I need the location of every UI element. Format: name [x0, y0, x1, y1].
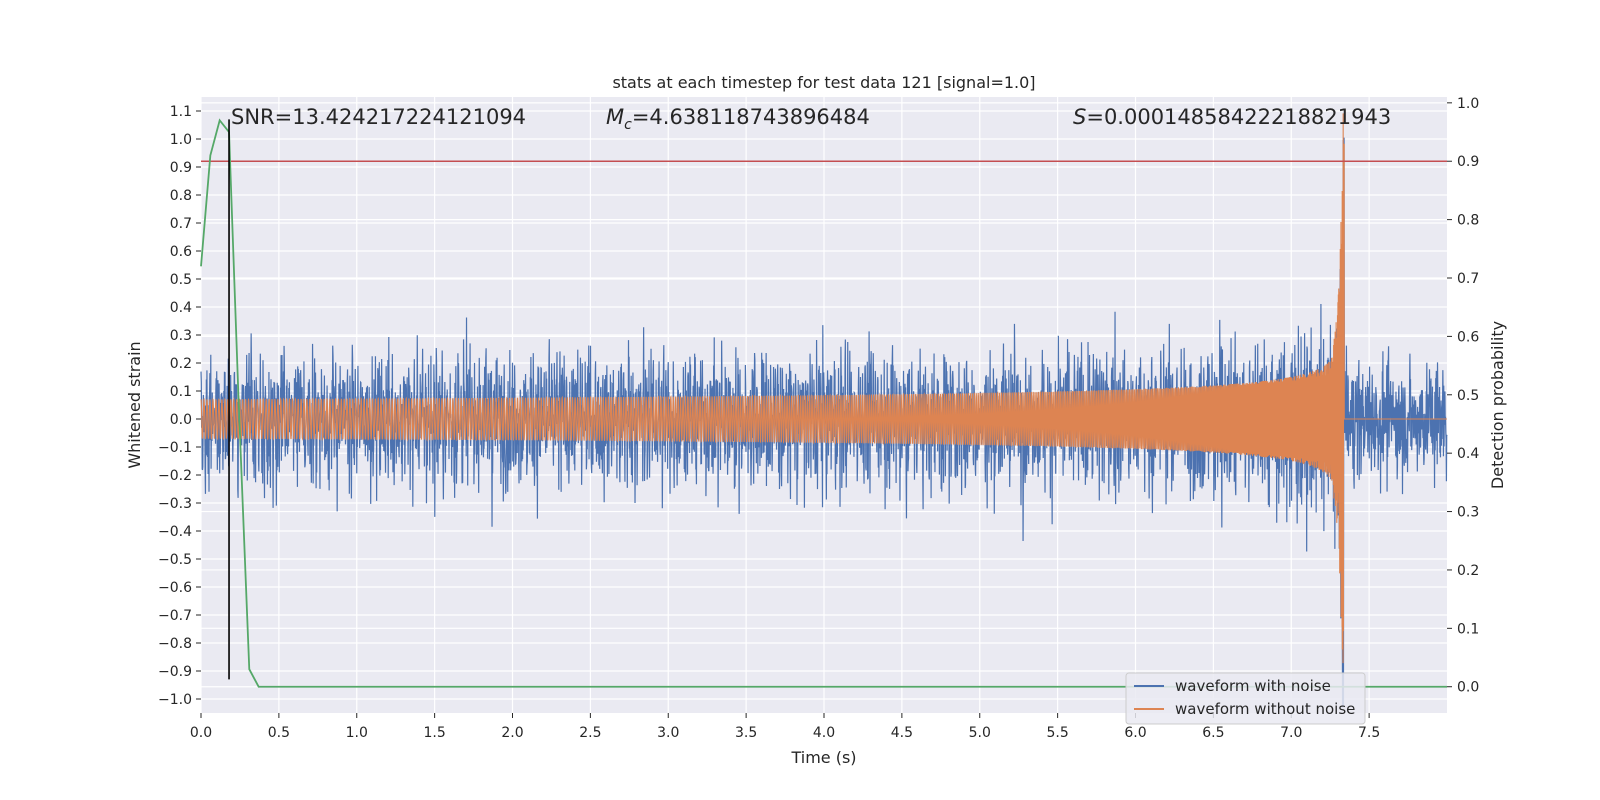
x-tick-label: 5.5: [1046, 725, 1068, 741]
y-axis-label: Whitened strain: [125, 341, 144, 468]
s-annotation: S=0.00014858422218821943: [1073, 105, 1391, 129]
y-tick-label: 0.5: [170, 272, 192, 288]
y-tick-label: −0.1: [158, 440, 192, 456]
y-tick-label: 0.7: [170, 216, 192, 232]
y2-axis-label: Detection probability: [1488, 321, 1507, 489]
x-tick-label: 4.0: [813, 725, 835, 741]
y-tick-label: −0.8: [158, 636, 192, 652]
y-tick-label: −0.6: [158, 580, 192, 596]
legend-label-clean: waveform without noise: [1175, 700, 1355, 718]
y-tick-label: −0.7: [158, 608, 192, 624]
y-tick-label: 0.9: [170, 160, 192, 176]
chirp-mass-symbol: M: [606, 105, 624, 129]
x-axis: 0.0 0.5 1.0 1.5 2.0 2.5 3.0 3.5 4.0 4.5 5.0 5.5 6.0 6…: [190, 713, 1380, 741]
x-tick-label: 2.5: [579, 725, 601, 741]
x-tick-label: 5.0: [969, 725, 991, 741]
y-tick-label: 1.1: [170, 104, 192, 120]
overlays: [200, 118, 1447, 688]
x-axis-label: Time (s): [790, 748, 856, 767]
y2-tick-label: 0.5: [1457, 388, 1479, 404]
y-tick-label: −0.4: [158, 524, 192, 540]
chart-title: stats at each timestep for test data 121…: [612, 73, 1035, 92]
y-tick-label: −1.0: [158, 692, 192, 708]
x-tick-label: 0.0: [190, 725, 212, 741]
series-waveform-without-noise: [200, 113, 1447, 664]
x-tick-label: 7.0: [1280, 725, 1302, 741]
clean-waveform-line: [200, 113, 1447, 664]
y2-tick-label: 0.3: [1457, 505, 1479, 521]
y-tick-label: 1.0: [170, 132, 192, 148]
x-tick-label: 1.5: [423, 725, 445, 741]
legend-box: [1125, 672, 1366, 725]
y2-tick-label: 0.6: [1457, 329, 1479, 345]
x-tick-label: 6.5: [1202, 725, 1224, 741]
s-value: =0.00014858422218821943: [1086, 105, 1391, 129]
y-axis-right: 1.0 0.9 0.8 0.7 0.6 0.5 0.4 0.3 0.2 0.1 0.0: [1447, 96, 1479, 696]
y-tick-label: 0.8: [170, 188, 192, 204]
y-tick-label: 0.3: [170, 328, 192, 344]
x-tick-label: 1.0: [346, 725, 368, 741]
x-tick-label: 2.0: [501, 725, 523, 741]
y2-tick-label: 0.0: [1457, 680, 1479, 696]
y-tick-label: −0.9: [158, 664, 192, 680]
snr-annotation: SNR=13.424217224121094: [231, 105, 526, 129]
s-symbol: S: [1073, 105, 1086, 129]
y2-tick-label: 0.2: [1457, 563, 1479, 579]
chirp-mass-subscript: c: [624, 117, 632, 133]
y2-tick-label: 1.0: [1457, 96, 1479, 112]
y-tick-label: 0.2: [170, 356, 192, 372]
y2-tick-label: 0.4: [1457, 446, 1479, 462]
y2-tick-label: 0.9: [1457, 154, 1479, 170]
y-tick-label: −0.3: [158, 496, 192, 512]
x-tick-label: 6.0: [1124, 725, 1146, 741]
x-tick-label: 3.5: [735, 725, 757, 741]
chirp-mass-annotation: Mc=4.638118743896484: [606, 105, 870, 133]
y-tick-label: 0.0: [170, 412, 192, 428]
legend-label-noise: waveform with noise: [1175, 677, 1331, 695]
x-tick-label: 4.5: [891, 725, 913, 741]
y-tick-label: −0.5: [158, 552, 192, 568]
legend: waveform with noise waveform without noi…: [1125, 672, 1366, 725]
y2-tick-label: 0.8: [1457, 213, 1479, 229]
chirp-mass-value: =4.638118743896484: [632, 105, 870, 129]
y-tick-label: −0.2: [158, 468, 192, 484]
x-tick-label: 3.0: [657, 725, 679, 741]
y-tick-label: 0.6: [170, 244, 192, 260]
y2-tick-label: 0.1: [1457, 621, 1479, 637]
y2-tick-label: 0.7: [1457, 271, 1479, 287]
x-tick-label: 7.5: [1358, 725, 1380, 741]
y-tick-label: 0.4: [170, 300, 192, 316]
y-tick-label: 0.1: [170, 384, 192, 400]
x-tick-label: 0.5: [268, 725, 290, 741]
y-axis-left: 1.1 1.0 0.9 0.8 0.7 0.6 0.5 0.4 0.3 0.2 0.1 0.0 −0.1…: [158, 104, 201, 708]
detection-probability-line: [200, 118, 1447, 688]
